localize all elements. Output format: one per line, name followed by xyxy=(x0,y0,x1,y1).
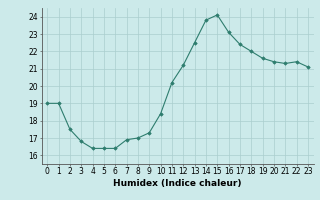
X-axis label: Humidex (Indice chaleur): Humidex (Indice chaleur) xyxy=(113,179,242,188)
